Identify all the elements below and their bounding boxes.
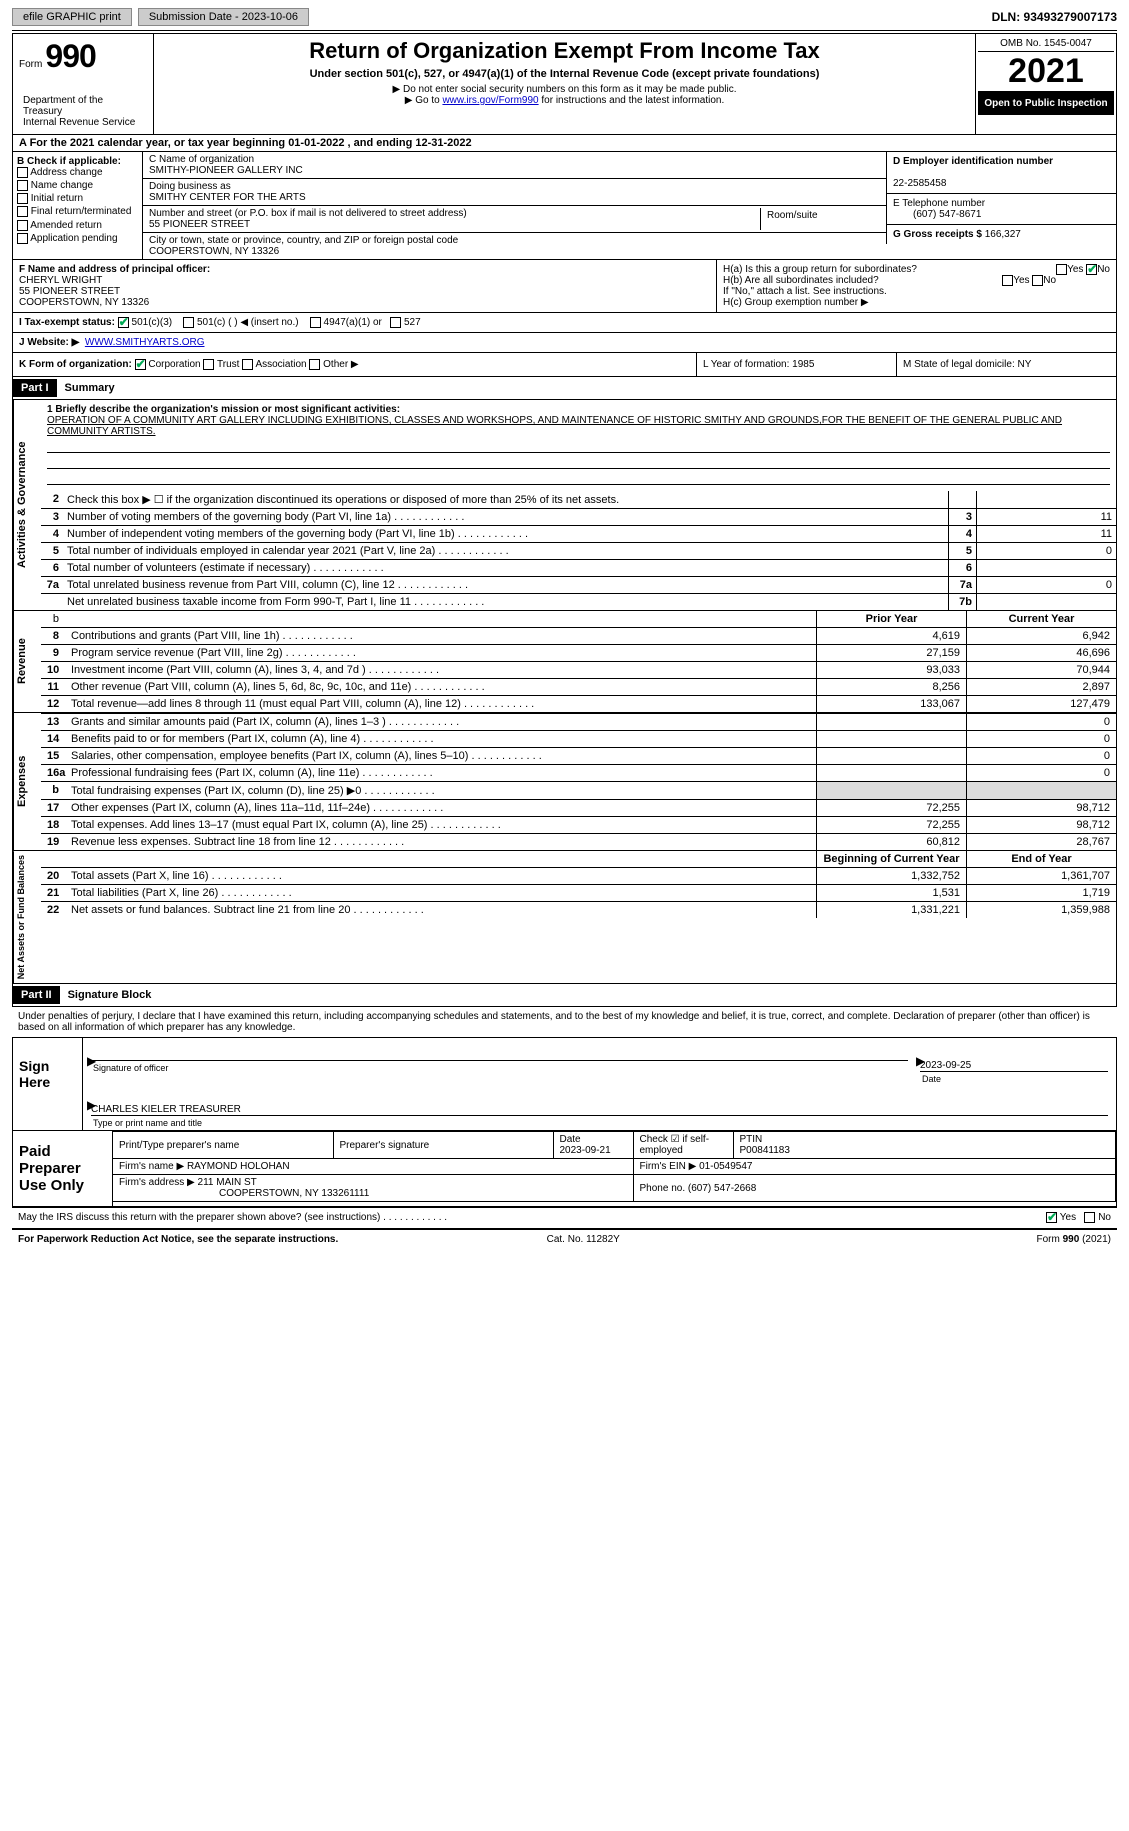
prep-date: 2023-09-21 [560,1145,611,1156]
year-formation: L Year of formation: 1985 [696,353,896,376]
room-suite-label: Room/suite [760,208,880,230]
section-fh: F Name and address of principal officer:… [12,260,1117,313]
vlabel-governance: Activities & Governance [13,400,41,610]
form-header: Form 990 Department of the Treasury Inte… [12,33,1117,135]
expenses-section: Expenses 13Grants and similar amounts pa… [12,713,1117,851]
firm-ein: 01-0549547 [699,1161,752,1172]
mission-text: OPERATION OF A COMMUNITY ART GALLERY INC… [47,415,1062,437]
form-number: 990 [45,38,95,74]
sign-here-block: Sign Here Signature of officer 2023-09-2… [12,1037,1117,1131]
telephone: (607) 547-8671 [893,209,981,220]
omb-number: OMB No. 1545-0047 [978,36,1114,52]
note-ssn: ▶ Do not enter social security numbers o… [158,84,971,95]
cat-no: Cat. No. 11282Y [547,1234,620,1245]
vlabel-revenue: Revenue [13,611,41,712]
revenue-section: Revenue bPrior YearCurrent Year 8Contrib… [12,611,1117,713]
page-footer: For Paperwork Reduction Act Notice, see … [12,1228,1117,1249]
netassets-section: Net Assets or Fund Balances Beginning of… [12,851,1117,984]
part2-title: Signature Block [60,989,152,1001]
submission-date-button[interactable]: Submission Date - 2023-10-06 [138,8,309,26]
activities-governance: Activities & Governance 1 Briefly descri… [12,400,1117,611]
officer-name: CHERYL WRIGHT [19,275,102,286]
state-domicile: M State of legal domicile: NY [896,353,1116,376]
note-link: ▶ Go to www.irs.gov/Form990 for instruct… [158,95,971,106]
form-footer: Form 990 (2021) [1037,1234,1111,1245]
form-prefix: Form [19,59,42,70]
discuss-row: May the IRS discuss this return with the… [12,1207,1117,1227]
dba-name: SMITHY CENTER FOR THE ARTS [149,192,306,203]
section-j: J Website: ▶ WWW.SMITHYARTS.ORG [12,333,1117,353]
section-i: I Tax-exempt status: 501(c)(3) 501(c) ( … [12,313,1117,333]
irs-link[interactable]: www.irs.gov/Form990 [442,95,538,106]
part1-title: Summary [57,382,115,394]
city-state-zip: COOPERSTOWN, NY 13326 [149,246,279,257]
sig-date: 2023-09-25 [920,1042,1108,1072]
b-label: B Check if applicable: [17,156,121,167]
org-name: SMITHY-PIONEER GALLERY INC [149,165,303,176]
section-a: A For the 2021 calendar year, or tax yea… [12,135,1117,152]
paid-preparer-block: Paid Preparer Use Only Print/Type prepar… [12,1131,1117,1207]
part1-header: Part I [13,379,57,397]
vlabel-expenses: Expenses [13,713,41,850]
firm-name: RAYMOND HOLOHAN [187,1161,290,1172]
officer-printed-name: CHARLES KIELER TREASURER [91,1086,1108,1116]
dept-text: Department of the Treasury Internal Reve… [19,93,147,130]
declaration-text: Under penalties of perjury, I declare th… [12,1007,1117,1037]
top-bar: efile GRAPHIC print Submission Date - 20… [12,8,1117,31]
ptin: P00841183 [740,1145,790,1156]
section-k: K Form of organization: Corporation Trus… [12,353,1117,377]
vlabel-netassets: Net Assets or Fund Balances [13,851,41,983]
efile-print-button[interactable]: efile GRAPHIC print [12,8,132,26]
firm-address: 211 MAIN ST [198,1177,257,1188]
inspection-label: Open to Public Inspection [978,92,1114,115]
part2-header: Part II [13,986,60,1004]
street: 55 PIONEER STREET [149,219,250,230]
website-link[interactable]: WWW.SMITHYARTS.ORG [85,337,205,348]
gross-receipts: 166,327 [985,229,1021,240]
firm-phone: (607) 547-2668 [688,1183,756,1194]
dln-text: DLN: 93493279007173 [992,10,1117,24]
section-bcd: B Check if applicable: Address change Na… [12,152,1117,260]
form-title: Return of Organization Exempt From Incom… [158,38,971,64]
form-subtitle: Under section 501(c), 527, or 4947(a)(1)… [158,68,971,80]
ein: 22-2585458 [893,178,946,189]
tax-year: 2021 [978,52,1114,92]
